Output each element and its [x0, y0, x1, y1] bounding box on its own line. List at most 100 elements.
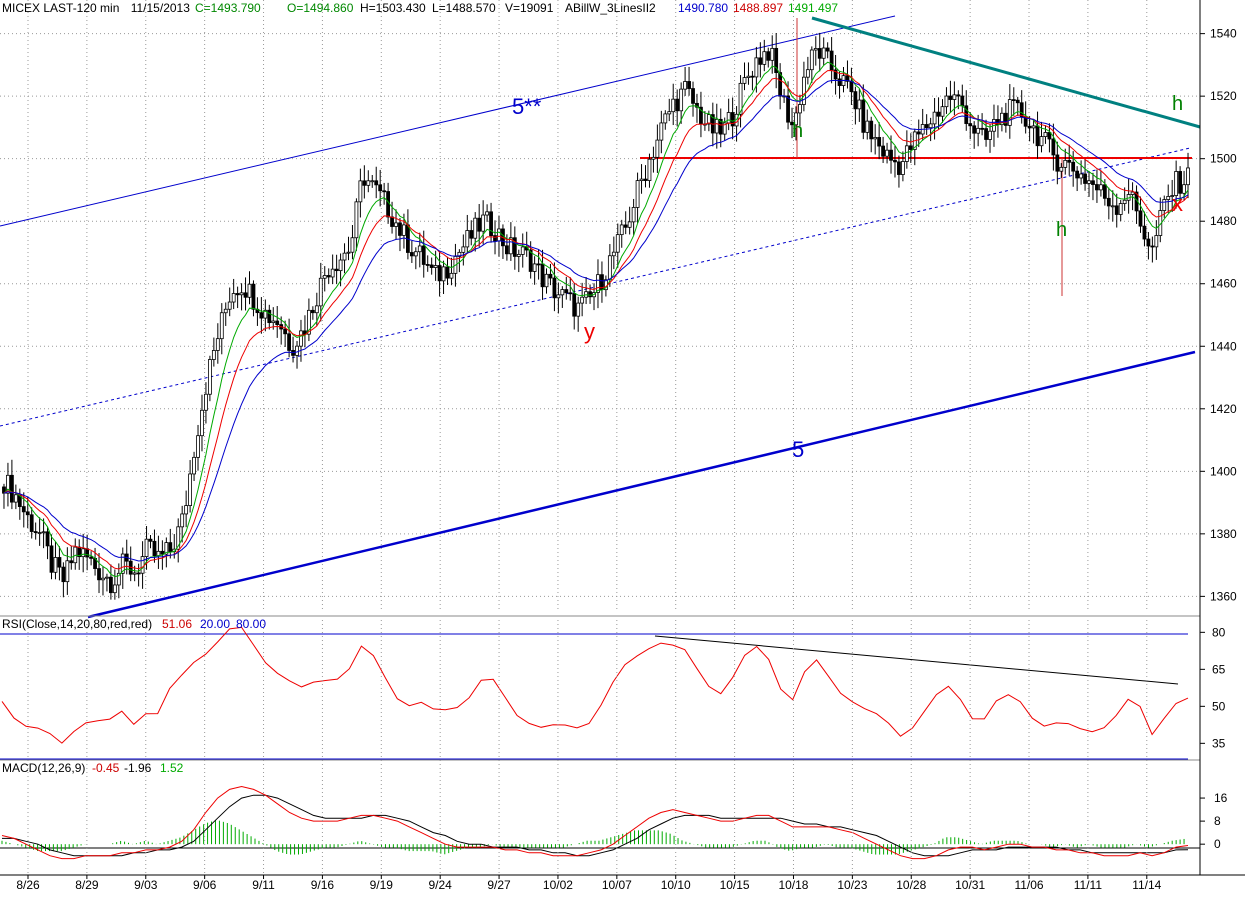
candle-body [596, 274, 600, 293]
candle-body [1047, 132, 1052, 140]
candle-body [1162, 199, 1167, 211]
moving-average-line [3, 61, 1189, 578]
candle-body [695, 102, 699, 108]
candle-body [116, 572, 121, 586]
macd-tick-label: 0 [1214, 837, 1221, 851]
candle-body [89, 556, 93, 559]
candle-body [1102, 184, 1107, 199]
candle-body [386, 191, 391, 218]
price-grid [0, 0, 1200, 612]
candle-body [631, 207, 636, 223]
candle-body [1087, 180, 1091, 184]
price-tick-label: 1400 [1210, 464, 1237, 478]
candle-body [192, 456, 196, 475]
candle-body [267, 309, 272, 324]
moving-average-line [3, 69, 1189, 570]
candle-body [433, 265, 438, 268]
candle-body [485, 211, 490, 216]
candle-body [1118, 203, 1123, 215]
candle-body [53, 557, 58, 573]
candles [2, 32, 1190, 600]
candle-body [1150, 245, 1155, 248]
candle-body [473, 217, 478, 239]
candle-body [1122, 199, 1127, 204]
candle-body [457, 251, 462, 257]
candle-body [968, 123, 973, 127]
candle-body [144, 538, 149, 557]
candle-body [310, 309, 315, 314]
candle-body [1099, 184, 1103, 191]
rsi-y-axis: 35 50 65 80 [1200, 625, 1226, 750]
candle-body [437, 265, 442, 282]
candle-body [394, 222, 398, 227]
candle-body [798, 104, 802, 114]
candle-body [1055, 154, 1060, 172]
candle-body [766, 51, 771, 61]
candle-body [366, 180, 371, 186]
candle-body [223, 308, 228, 314]
candle-body [2, 486, 6, 494]
candle-body [168, 542, 173, 552]
candle-body [560, 289, 565, 296]
candle-body [706, 114, 711, 125]
candle-body [1174, 171, 1179, 196]
candle-body [833, 69, 838, 80]
candle-body [1182, 184, 1186, 194]
candle-body [746, 75, 751, 78]
rsi-divergence-line [654, 635, 1179, 685]
candle-body [441, 266, 446, 282]
candle-body [588, 291, 592, 298]
candle-body [857, 99, 862, 110]
x-tick-label: 11/14 [1132, 878, 1161, 892]
candle-body [869, 120, 874, 140]
candle-body [758, 57, 763, 65]
price-tick-label: 1420 [1210, 402, 1237, 416]
candle-body [239, 292, 244, 296]
candle-body [960, 95, 965, 107]
header-open: O=1494.860 [287, 1, 354, 15]
candle-body [948, 95, 953, 100]
candle-body [901, 161, 905, 175]
header-close: C=1493.790 [195, 1, 261, 15]
candle-body [200, 409, 204, 437]
candle-body [204, 393, 208, 411]
candle-body [112, 584, 117, 594]
wave-label-5-lower: 5 [792, 437, 804, 462]
descending-resistance [811, 16, 1201, 129]
candle-body [738, 82, 743, 115]
candle-body [805, 69, 810, 78]
candle-body [29, 514, 34, 532]
candle-body [1035, 125, 1040, 147]
candle-body [564, 289, 569, 294]
candle-body [251, 283, 256, 310]
candle-body [1007, 99, 1012, 126]
candle-body [1031, 125, 1036, 129]
candle-body [469, 230, 474, 239]
candle-body [722, 122, 727, 135]
candle-body [619, 224, 624, 236]
candle-body [508, 237, 513, 255]
candle-body [1075, 170, 1080, 179]
candle-body [215, 338, 220, 351]
candle-body [829, 50, 834, 71]
wave-label-x: x [1172, 191, 1183, 216]
header-volume: V=19091 [505, 1, 554, 15]
x-tick-label: 9/06 [193, 878, 217, 892]
candle-body [936, 111, 941, 117]
candle-body [548, 273, 553, 279]
candle-body [85, 548, 90, 558]
candle-body [635, 180, 640, 208]
candle-body [497, 228, 501, 242]
candle-body [25, 511, 30, 516]
rsi-line [1, 626, 1189, 744]
candle-body [889, 149, 893, 161]
candle-body [81, 548, 86, 558]
price-tick-label: 1380 [1210, 527, 1237, 541]
candle-body [928, 123, 933, 129]
candle-body [544, 273, 549, 288]
price-tick-label: 1360 [1210, 589, 1237, 603]
candle-body [932, 111, 937, 125]
candle-body [243, 292, 248, 298]
candle-body [45, 531, 50, 547]
x-axis: 8/26 8/29 9/03 9/06 9/11 9/16 9/19 9/24 9/27 10/0… [16, 620, 1162, 892]
